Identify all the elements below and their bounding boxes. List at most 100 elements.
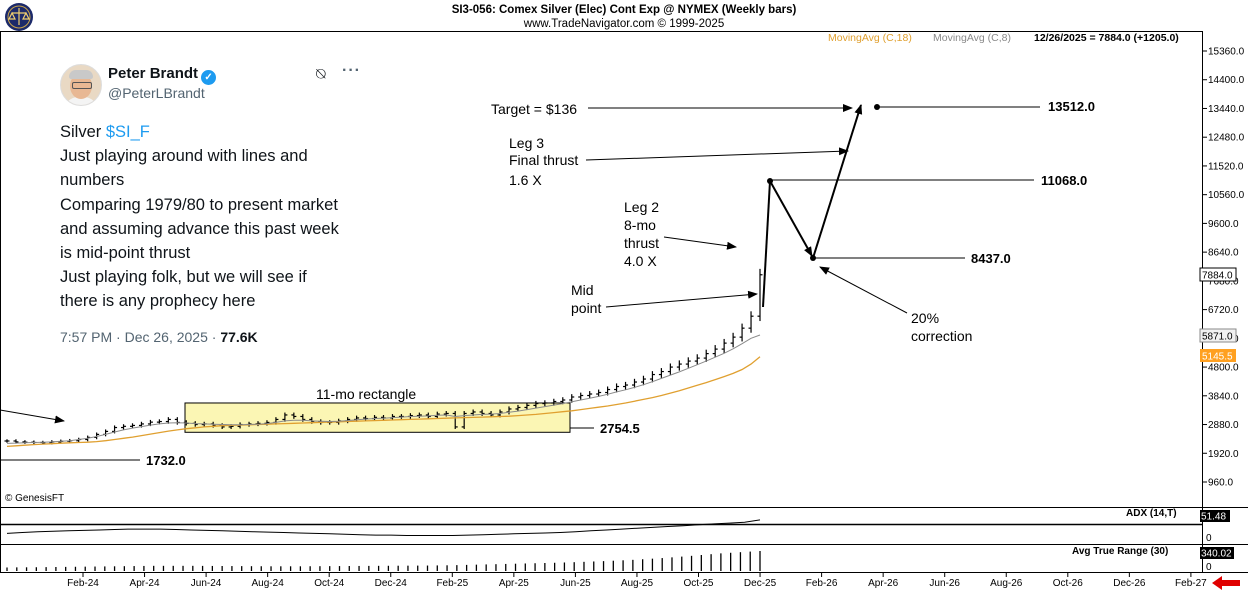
price-tick-label: 4800.0 — [1208, 363, 1239, 374]
tweet-line: numbers — [60, 171, 125, 190]
time-tick-label: Apr-25 — [499, 578, 529, 589]
projection-path — [762, 104, 880, 308]
leg3-thrust-arrow — [812, 104, 863, 259]
target-annotation: Target = $136 — [491, 101, 577, 117]
atr-title: Avg True Range (30) — [1072, 546, 1168, 557]
correction-annotation-2: correction — [911, 328, 972, 344]
price-tick-label: 6720.0 — [1208, 305, 1239, 316]
time-tick-label: Feb-24 — [67, 578, 99, 589]
time-tick-label: Aug-26 — [990, 578, 1023, 589]
time-tick-label: Dec-24 — [375, 578, 408, 589]
leg2-annotation-3: thrust — [624, 235, 659, 251]
tweet-author-name[interactable]: Peter Brandt ✓ — [108, 65, 217, 85]
price-tick-label: 11520.0 — [1208, 161, 1244, 172]
leg2-annotation-arrow — [663, 236, 737, 250]
leg2-annotation-4: 4.0 X — [624, 253, 657, 269]
time-tick-label: Jun-24 — [191, 578, 222, 589]
leg2-correction-arrow — [769, 180, 813, 257]
midpoint-annotation-2: point — [571, 300, 601, 316]
more-options-icon[interactable]: ··· — [342, 62, 361, 79]
ma8-line — [6, 334, 761, 444]
time-tick-label: Feb-27 — [1175, 578, 1207, 589]
cashtag-link[interactable]: $SI_F — [105, 123, 150, 141]
price-tick-label: 7680.0 — [1208, 276, 1239, 287]
price-tick-label: 3840.0 — [1208, 391, 1239, 402]
peak-point — [767, 178, 773, 184]
tweet-line: is mid-point thrust — [60, 244, 191, 263]
time-tick-label: Dec-25 — [744, 578, 777, 589]
time-axis: Feb-24 Apr-24 Jun-24 Aug-24 Oct-24 Dec-24 Feb-… — [67, 572, 1207, 589]
tweet-line: Comparing 1979/80 to present market — [60, 195, 338, 214]
ma8-tag: 5871.0 — [1202, 332, 1233, 343]
midpoint-annotation-arrow — [605, 290, 758, 308]
adx-title: ADX (14,T) — [1126, 508, 1177, 519]
trade-navigator-logo — [5, 3, 33, 31]
grok-icon[interactable]: ⍉ — [316, 66, 326, 83]
atr-tag: 340.02 — [1201, 549, 1232, 560]
scroll-right-arrow-icon[interactable] — [1212, 576, 1240, 590]
correction-level-label: 8437.0 — [971, 251, 1011, 266]
midpoint-thrust-line — [762, 180, 771, 308]
leg2-annotation-2: 8-mo — [624, 217, 656, 233]
time-tick-label: Feb-25 — [436, 578, 468, 589]
tweet-timestamp[interactable]: 7:57 PM · Dec 26, 2025 · — [60, 329, 221, 345]
tweet-line: and assuming advance this past week — [60, 219, 339, 238]
ma18-line — [6, 356, 761, 448]
price-tick-label: 1920.0 — [1208, 449, 1239, 460]
correction-annotation-1: 20% — [911, 310, 939, 326]
price-tick-label: 960.0 — [1208, 478, 1233, 489]
time-tick-label: Oct-25 — [683, 578, 713, 589]
tweet-line: there is any prophecy here — [60, 292, 256, 311]
tweet-line: Just playing folk, but we will see if — [60, 268, 307, 287]
price-tick-label: 2880.0 — [1208, 420, 1239, 431]
time-tick-label: Dec-26 — [1113, 578, 1146, 589]
time-tick-label: Jun-25 — [560, 578, 591, 589]
leg3-annotation-arrow — [585, 147, 849, 161]
adx-tag-box — [1200, 510, 1230, 522]
price-tick-label: 15360.0 — [1208, 47, 1245, 58]
ma8-tag-box — [1199, 328, 1237, 343]
ma8-legend: MovingAvg (C,8) — [933, 32, 1011, 44]
price-tick-label: 10560.0 — [1208, 190, 1245, 201]
copyright-label: © GenesisFT — [5, 493, 64, 504]
price-tick-label: 12480.0 — [1208, 133, 1245, 144]
time-tick-label: Apr-24 — [130, 578, 160, 589]
atr-zero-tick: 0 — [1206, 562, 1212, 573]
adx-tag: 51.48 — [1201, 512, 1226, 523]
adx-line — [6, 519, 761, 536]
atr-tag-box — [1200, 547, 1234, 559]
time-tick-label: Feb-26 — [806, 578, 838, 589]
time-tick-label: Aug-24 — [252, 578, 285, 589]
tweet-views: 77.6K — [220, 329, 258, 345]
correction-annotation-arrow — [819, 266, 908, 314]
tweet-author-handle[interactable]: @PeterLBrandt — [108, 85, 205, 101]
tweet-line-prefix: Silver — [60, 123, 106, 141]
target-level-label: 13512.0 — [1048, 99, 1095, 114]
leg3-annotation-2: Final thrust — [509, 152, 578, 168]
peak-level-label: 11068.0 — [1041, 173, 1087, 188]
leg3-annotation-3: 1.6 X — [509, 172, 542, 188]
price-tick-label: 9600.0 — [1208, 219, 1239, 230]
leg2-annotation-1: Leg 2 — [624, 199, 659, 215]
ma18-legend: MovingAvg (C,18) — [828, 32, 912, 44]
chart-subtitle: www.TradeNavigator.com © 1999-2025 — [523, 18, 724, 30]
time-tick-label: Oct-24 — [314, 578, 344, 589]
time-tick-label: Aug-25 — [621, 578, 654, 589]
last-price-tag-box — [1199, 267, 1237, 282]
tweet-meta: 7:57 PM · Dec 26, 2025 · 77.6K — [60, 329, 258, 345]
consolidation-rectangle — [184, 402, 571, 433]
low-level-label: 1732.0 — [146, 453, 186, 468]
price-tick-label: 14400.0 — [1208, 75, 1245, 86]
last-price-tag: 7884.0 — [1202, 271, 1233, 282]
chart-title: SI3-056: Comex Silver (Elec) Cont Exp @ … — [452, 4, 797, 16]
adx-zero-tick: 0 — [1206, 533, 1212, 544]
tweet-line: Just playing around with lines and — [60, 147, 308, 166]
atr-histogram — [6, 551, 761, 571]
tweet-body: Silver $SI_F Just playing around with li… — [60, 120, 370, 314]
avatar[interactable] — [60, 64, 102, 106]
rect-bottom-label: 2754.5 — [600, 421, 640, 436]
price-tick-label: 13440.0 — [1208, 104, 1245, 115]
time-tick-label: Jun-26 — [929, 578, 960, 589]
price-tick-label: 8640.0 — [1208, 248, 1239, 259]
